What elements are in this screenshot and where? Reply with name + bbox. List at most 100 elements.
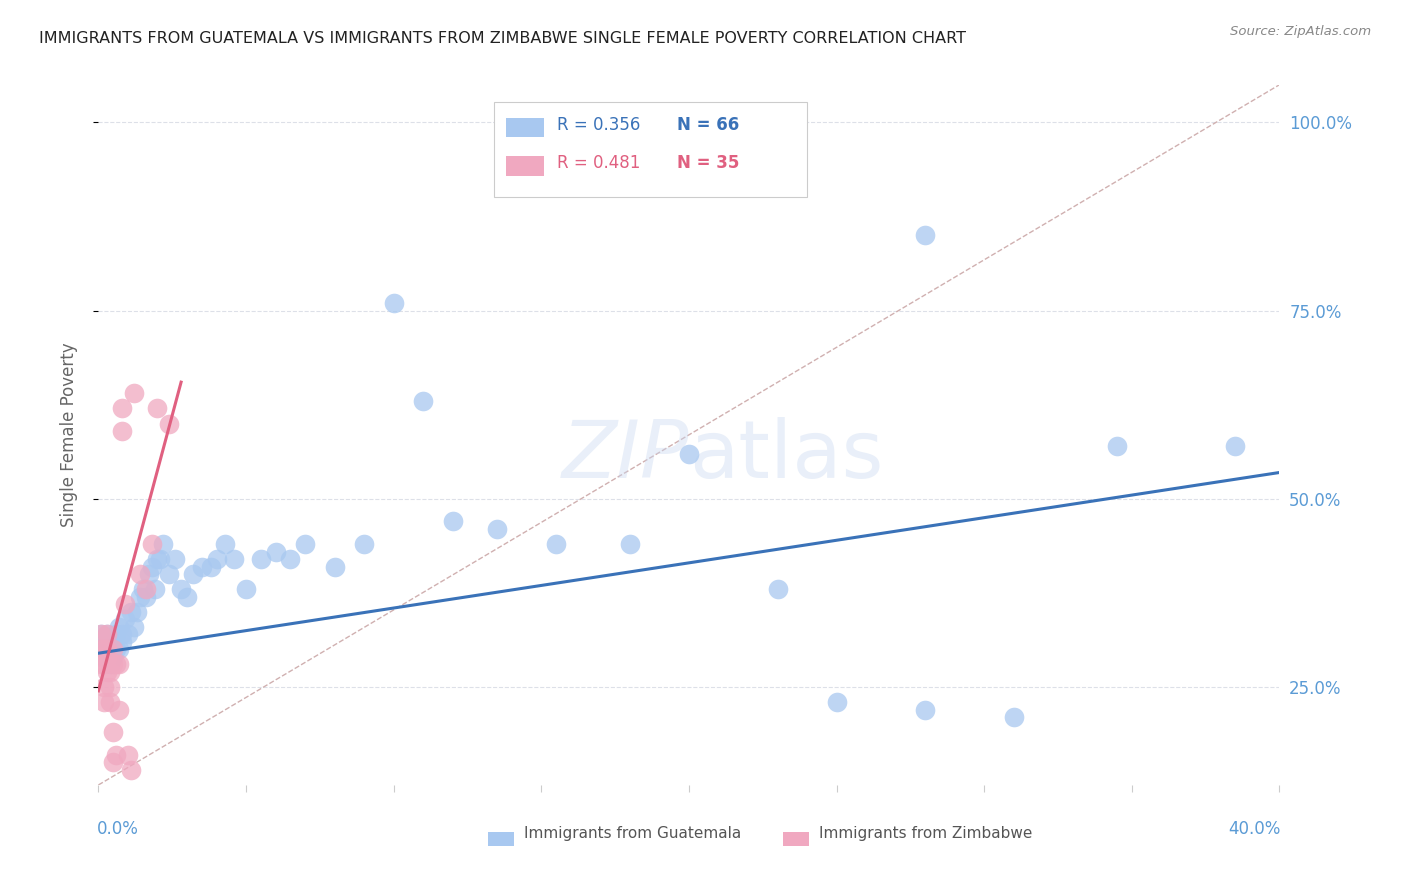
FancyBboxPatch shape xyxy=(488,832,515,846)
Point xyxy=(108,703,131,717)
Point xyxy=(90,657,112,672)
Point xyxy=(103,650,125,665)
Point xyxy=(1002,808,1025,822)
Point xyxy=(103,635,125,649)
Point xyxy=(108,642,131,657)
Point xyxy=(441,515,464,529)
Point xyxy=(93,695,115,709)
Point xyxy=(93,657,115,672)
Point xyxy=(117,627,139,641)
Point xyxy=(135,590,157,604)
Point xyxy=(117,747,139,762)
Point xyxy=(90,642,112,657)
Point xyxy=(191,559,214,574)
Point xyxy=(122,386,145,401)
Point xyxy=(120,763,142,777)
Point xyxy=(103,642,125,657)
Point xyxy=(146,401,169,416)
Point xyxy=(280,552,302,566)
Point xyxy=(146,552,169,566)
Point xyxy=(176,590,198,604)
Text: R = 0.356: R = 0.356 xyxy=(557,116,640,134)
Point xyxy=(766,582,789,597)
Point xyxy=(105,642,128,657)
Point xyxy=(90,642,112,657)
Point xyxy=(111,635,134,649)
Point xyxy=(103,642,125,657)
Point xyxy=(114,612,136,626)
Text: R = 0.481: R = 0.481 xyxy=(557,154,640,172)
Text: 0.0%: 0.0% xyxy=(97,820,139,838)
Point xyxy=(914,228,936,243)
Text: atlas: atlas xyxy=(689,417,883,495)
Point xyxy=(122,620,145,634)
Point xyxy=(111,424,134,438)
Point xyxy=(152,537,174,551)
Point xyxy=(149,552,172,566)
Point xyxy=(353,537,375,551)
Point xyxy=(96,627,118,641)
FancyBboxPatch shape xyxy=(783,832,810,846)
Point xyxy=(619,537,641,551)
Point xyxy=(170,800,193,814)
Point xyxy=(96,627,118,641)
Point xyxy=(98,657,121,672)
Point xyxy=(105,747,128,762)
Point xyxy=(235,582,257,597)
Point xyxy=(98,665,121,679)
Point xyxy=(250,552,273,566)
Text: ZIP: ZIP xyxy=(561,417,689,495)
Point xyxy=(103,657,125,672)
Point xyxy=(412,394,434,409)
Point xyxy=(103,756,125,770)
Point xyxy=(678,447,700,461)
Point xyxy=(96,642,118,657)
Point xyxy=(111,401,134,416)
Y-axis label: Single Female Poverty: Single Female Poverty xyxy=(59,343,77,527)
Point xyxy=(1107,439,1129,453)
Point xyxy=(141,537,163,551)
Point xyxy=(125,605,148,619)
Point xyxy=(143,582,166,597)
Point xyxy=(98,680,121,694)
Point xyxy=(120,605,142,619)
Point xyxy=(90,627,112,641)
Point xyxy=(323,559,346,574)
Point xyxy=(132,582,155,597)
Point xyxy=(546,537,568,551)
Point xyxy=(157,417,180,431)
Point xyxy=(165,552,187,566)
Point xyxy=(105,627,128,641)
Point xyxy=(96,650,118,665)
Text: IMMIGRANTS FROM GUATEMALA VS IMMIGRANTS FROM ZIMBABWE SINGLE FEMALE POVERTY CORR: IMMIGRANTS FROM GUATEMALA VS IMMIGRANTS … xyxy=(39,31,966,46)
Point xyxy=(486,522,509,536)
Point xyxy=(103,725,125,739)
Point xyxy=(96,665,118,679)
Point xyxy=(170,582,193,597)
Point xyxy=(135,582,157,597)
Text: Immigrants from Zimbabwe: Immigrants from Zimbabwe xyxy=(818,826,1032,841)
Point xyxy=(96,650,118,665)
Point xyxy=(264,544,287,558)
Point xyxy=(382,296,405,310)
Point xyxy=(825,695,848,709)
Point xyxy=(108,620,131,634)
Point xyxy=(98,635,121,649)
Point xyxy=(98,695,121,709)
Point xyxy=(108,657,131,672)
Point xyxy=(294,537,316,551)
Point xyxy=(93,650,115,665)
FancyBboxPatch shape xyxy=(506,156,544,176)
Point xyxy=(128,567,150,582)
Point xyxy=(93,635,115,649)
Point xyxy=(181,567,204,582)
Point xyxy=(105,657,128,672)
Point xyxy=(93,642,115,657)
Point xyxy=(214,537,236,551)
Point xyxy=(914,703,936,717)
Point xyxy=(128,590,150,604)
Point xyxy=(157,567,180,582)
Point xyxy=(90,650,112,665)
Point xyxy=(205,552,228,566)
Point xyxy=(93,680,115,694)
